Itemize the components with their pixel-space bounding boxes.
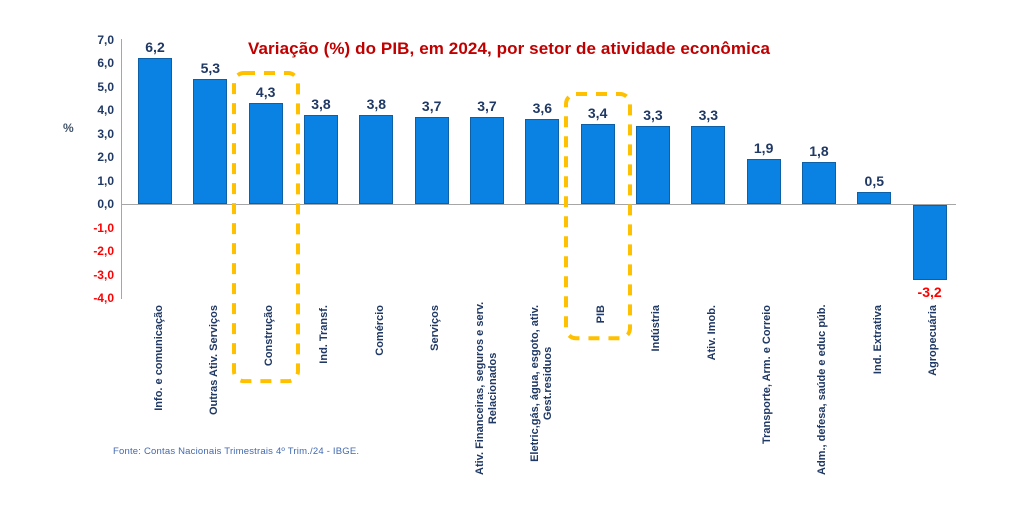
bar (525, 119, 560, 204)
category-label: PIB (591, 305, 607, 475)
bar (857, 192, 892, 204)
y-axis-tick: 5,0 (97, 79, 114, 94)
bar (801, 161, 836, 204)
bar-value-label: 3,7 (421, 98, 442, 115)
bar-value-label: 5,3 (200, 60, 221, 77)
bar (138, 58, 172, 204)
category-label: Serviços (425, 305, 441, 475)
bar (359, 114, 394, 204)
bar (193, 79, 228, 204)
category-label-text: Outras Ativ. Serviços (207, 305, 220, 416)
source-note: Fonte: Contas Nacionais Trimestrais 4º T… (113, 446, 360, 457)
category-label-text: Eletric,gás, água, esgoto, ativ. Gest.res… (529, 305, 555, 462)
bar (414, 117, 449, 204)
bar-value-label: 3,8 (366, 95, 387, 112)
bar-value-label: 0,5 (864, 173, 885, 190)
bar-value-label: 1,8 (809, 142, 829, 159)
category-label: Ind. Extrativa (868, 305, 884, 475)
bar-value-label: 6,2 (145, 39, 165, 56)
category-label-text: Transporte, Arm. e Correio (761, 305, 774, 444)
y-axis-tick: -4,0 (93, 291, 114, 305)
bar (635, 126, 670, 204)
y-axis-tick: 3,0 (97, 126, 114, 141)
bar-value-label: 3,6 (532, 100, 553, 117)
y-axis-tick: 6,0 (97, 56, 114, 70)
category-label-text: PIB (595, 305, 608, 324)
y-axis-tick: -3,0 (93, 267, 114, 282)
y-axis-tick: -1,0 (93, 220, 114, 235)
bar-value-label: 3,3 (643, 107, 663, 124)
y-axis-line (121, 39, 122, 299)
category-label-text: Agropecuária (927, 305, 940, 376)
bar-value-label: 3,4 (587, 105, 608, 122)
y-axis-tick: -2,0 (93, 244, 114, 258)
bar-value-label: 3,3 (698, 107, 719, 124)
y-axis-unit-label: % (63, 121, 74, 135)
bar-value-label: 3,8 (311, 95, 331, 112)
category-label-text: Ativ. Imob. (705, 305, 718, 361)
bar-value-label: -3,2 (917, 284, 942, 301)
category-label: Eletric,gás, água, esgoto, ativ. Gest.res… (529, 305, 555, 475)
category-label-text: Construção (263, 305, 276, 367)
y-axis-tick: 0,0 (97, 197, 114, 211)
bar (469, 117, 504, 204)
category-label-text: Ativ. Financeiras, seguros e serv. Relaci… (473, 301, 499, 475)
category-label: Agropecuária (923, 305, 939, 475)
y-axis-tick: 1,0 (97, 173, 114, 188)
bar-value-label: 4,3 (255, 83, 276, 100)
category-label-text: Adm., defesa, saúde e educ púb. (816, 304, 829, 475)
category-label: Indústria (646, 305, 662, 475)
x-axis-baseline (121, 204, 956, 205)
category-label-text: Info. e comunicação (152, 305, 165, 411)
y-axis-tick: 7,0 (97, 32, 114, 47)
category-label-text: Ind. Extrativa (871, 305, 884, 375)
category-label-text: Indústria (650, 305, 663, 352)
bar (580, 124, 615, 204)
bar (912, 205, 947, 281)
category-label: Comércio (370, 305, 386, 475)
category-label-text: Serviços (429, 305, 442, 351)
bar-value-label: 3,7 (477, 98, 497, 115)
category-label-text: Ind. Transf. (318, 305, 331, 364)
category-label: Transporte, Arm. e Correio (757, 305, 773, 475)
bar (746, 159, 781, 204)
bar (691, 126, 726, 204)
bar (248, 102, 283, 204)
bar (303, 114, 338, 204)
category-label-text: Comércio (373, 305, 386, 356)
chart-title: Variação (%) do PIB, em 2024, por setor … (248, 39, 771, 58)
category-label: Ativ. Imob. (702, 305, 718, 475)
y-axis-tick: 2,0 (97, 150, 114, 164)
category-label: Adm., defesa, saúde e educ púb. (812, 304, 828, 475)
category-label: Ativ. Financeiras, seguros e serv. Relaci… (473, 301, 500, 475)
bar-value-label: 1,9 (753, 140, 774, 157)
y-axis-tick: 4,0 (97, 103, 114, 117)
